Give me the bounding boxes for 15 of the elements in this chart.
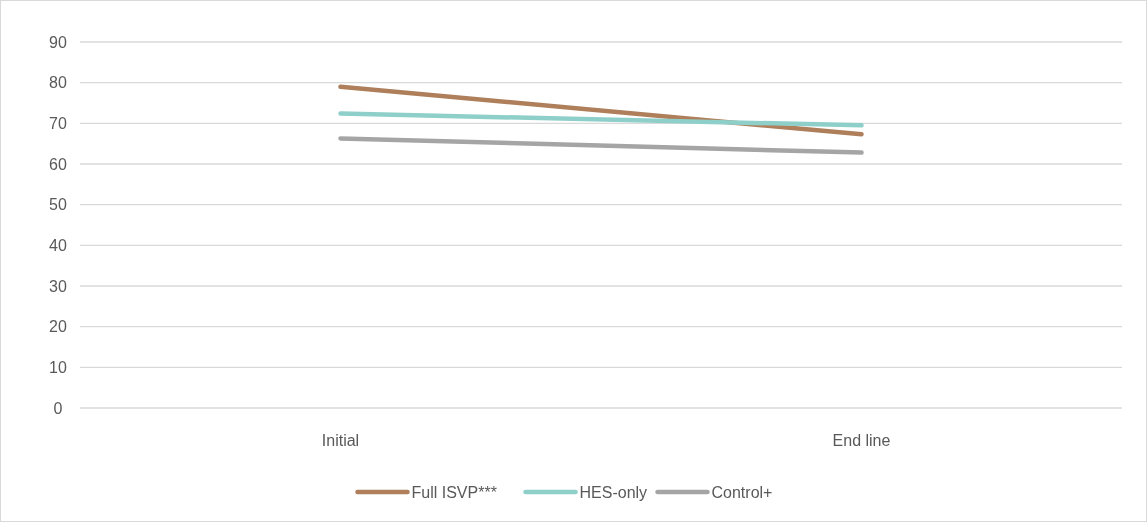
y-tick-label: 0 — [53, 399, 63, 417]
legend-label: Control+ — [711, 483, 773, 501]
legend-label: Full ISVP*** — [411, 483, 497, 501]
y-tick-label: 10 — [49, 358, 67, 376]
y-tick-label: 40 — [49, 236, 67, 254]
y-tick-label: 50 — [49, 196, 67, 214]
y-tick-label: 80 — [49, 74, 67, 92]
x-tick-label: End line — [832, 432, 891, 449]
y-tick-label: 70 — [49, 114, 67, 132]
y-tick-label: 20 — [49, 318, 67, 336]
y-tick-label: 90 — [49, 33, 67, 51]
y-tick-label: 60 — [49, 155, 67, 173]
y-tick-label: 30 — [49, 277, 67, 295]
legend-label: HES-only — [579, 483, 648, 501]
x-tick-label: Initial — [321, 432, 360, 449]
